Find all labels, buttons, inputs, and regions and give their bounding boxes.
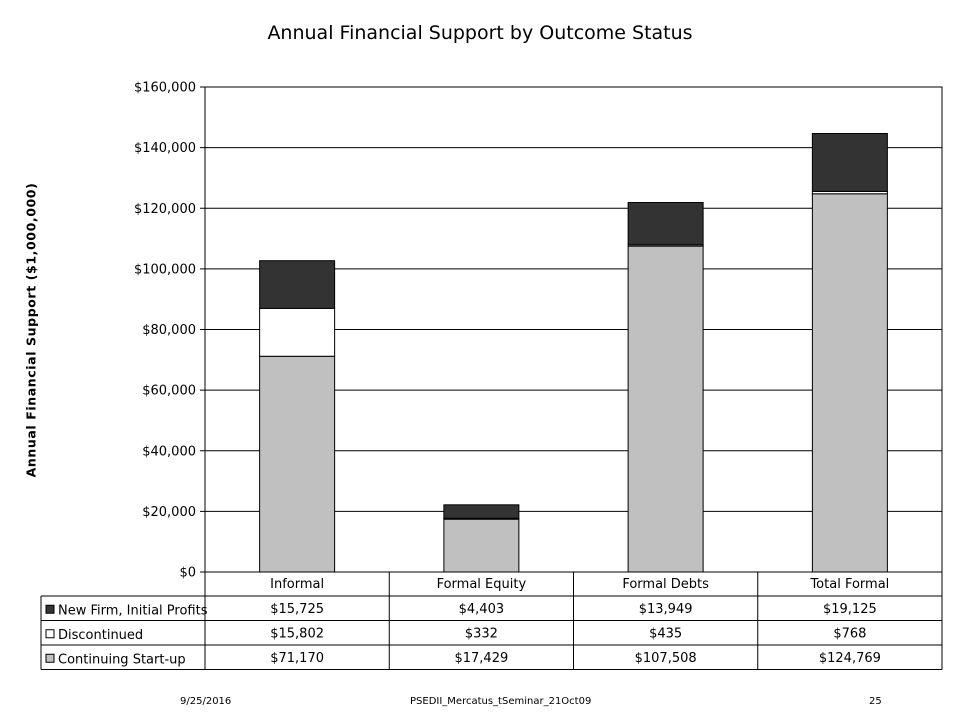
y-tick-label: $40,000 bbox=[142, 444, 196, 459]
table-cell: $71,170 bbox=[270, 651, 324, 666]
bar-new-firm-initial-profits-formal-equity bbox=[443, 504, 520, 519]
footer-page-number: 25 bbox=[869, 696, 882, 707]
y-tick-label: $160,000 bbox=[134, 81, 196, 96]
bar-continuing-start-up-formal-equity bbox=[443, 518, 520, 573]
y-tick-label: $80,000 bbox=[142, 323, 196, 338]
y-tick-label: $140,000 bbox=[134, 141, 196, 156]
legend-swatch-continuing-start-up bbox=[45, 653, 55, 663]
y-tick-label: $20,000 bbox=[142, 505, 196, 520]
table-cell: $435 bbox=[649, 626, 682, 641]
table-cell: $107,508 bbox=[635, 651, 697, 666]
chart-title: Annual Financial Support by Outcome Stat… bbox=[267, 22, 693, 44]
y-tick-label: $100,000 bbox=[134, 262, 196, 277]
category-label: Informal bbox=[270, 577, 324, 592]
data-table: Informal Formal Equity Formal Debts Total F… bbox=[40, 571, 943, 670]
legend-swatch-new-firm-initial-profits bbox=[45, 604, 55, 614]
y-tick-label: $60,000 bbox=[142, 384, 196, 399]
y-tick-labels: $0 $20,000 $40,000 $60,000 $80,000 $100,000 $1… bbox=[134, 81, 196, 581]
bar-new-firm-initial-profits-formal-debts bbox=[627, 202, 704, 246]
y-tick-label: $0 bbox=[179, 566, 196, 581]
table-cell: $768 bbox=[833, 626, 866, 641]
bar-continuing-start-up-total-formal bbox=[811, 193, 888, 573]
bar-new-firm-initial-profits-informal bbox=[259, 260, 336, 309]
table-cell: $15,725 bbox=[270, 602, 324, 617]
legend-label-continuing-start-up: Continuing Start-up bbox=[58, 652, 186, 667]
table-cell: $15,802 bbox=[270, 626, 324, 641]
table-cell: $124,769 bbox=[819, 651, 881, 666]
table-cell: $17,429 bbox=[454, 651, 508, 666]
legend-label-discontinued: Discontinued bbox=[58, 628, 143, 643]
table-cell: $13,949 bbox=[639, 602, 693, 617]
category-label: Formal Equity bbox=[437, 577, 527, 592]
bar-discontinued-informal bbox=[259, 307, 336, 357]
legend-label-new-firm-initial-profits: New Firm, Initial Profits bbox=[58, 603, 208, 618]
bar-continuing-start-up-formal-debts bbox=[627, 245, 704, 573]
footer-source: PSEDII_Mercatus_tSeminar_21Oct09 bbox=[410, 696, 592, 707]
table-cell: $19,125 bbox=[823, 602, 877, 617]
bar-new-firm-initial-profits-total-formal bbox=[811, 132, 888, 192]
y-tick-label: $120,000 bbox=[134, 202, 196, 217]
legend-swatch-discontinued bbox=[45, 629, 55, 639]
bars bbox=[259, 132, 888, 573]
bar-continuing-start-up-informal bbox=[259, 355, 336, 573]
category-label: Formal Debts bbox=[622, 577, 709, 592]
category-label: Total Formal bbox=[809, 577, 889, 592]
table-cell: $332 bbox=[465, 626, 498, 641]
footer-date: 9/25/2016 bbox=[180, 696, 232, 707]
table-cell: $4,403 bbox=[459, 602, 505, 617]
